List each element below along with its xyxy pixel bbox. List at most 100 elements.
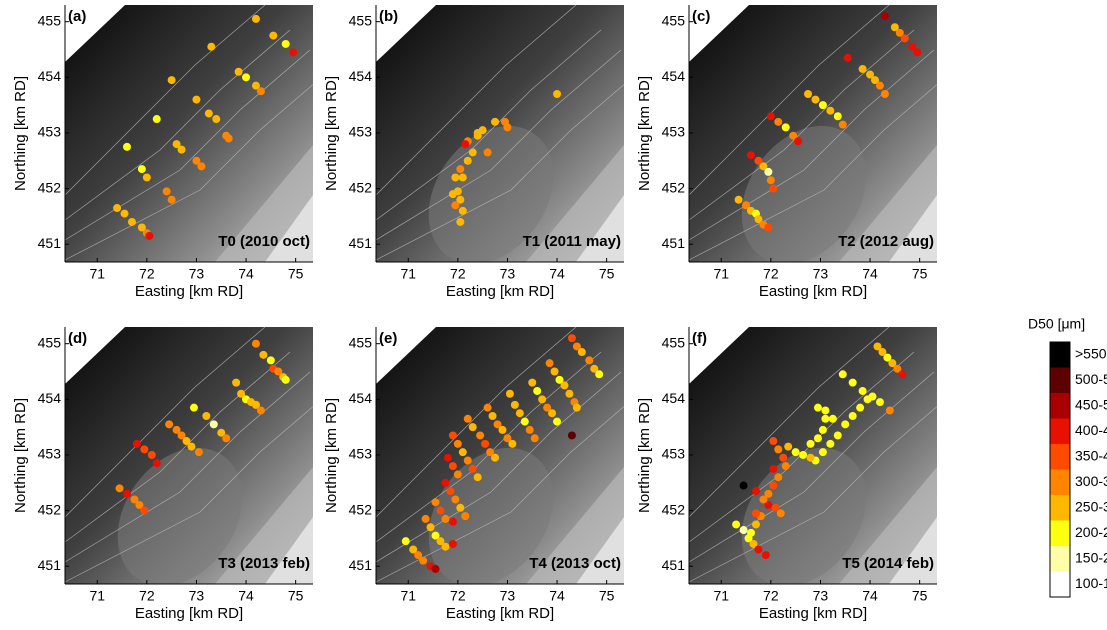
sample-point [856,403,865,412]
x-tick-label: 74 [862,588,878,604]
x-tick-label: 72 [139,266,155,282]
x-tick-label: 72 [763,588,779,604]
x-tick-label: 71 [400,588,416,604]
sample-point [443,453,452,462]
sample-point [132,439,141,448]
sample-point [192,156,201,165]
panel-letter: (e) [379,330,397,347]
colorbar-label: 500-550 [1075,371,1107,387]
sample-point [895,28,904,37]
y-tick-label: 455 [662,12,686,28]
sample-point [732,520,741,529]
sample-point [585,356,594,365]
colorbar-label: >550 [1075,345,1107,361]
sample-point [130,495,139,504]
contour [376,49,622,241]
panel: 71 72 73 74 75 451 452 453 454 455 Easting [km RD]… [636,327,937,622]
y-tick-label: 454 [38,390,62,406]
sample-point [167,76,176,85]
x-tick-label: 73 [813,266,829,282]
sample-point [461,140,470,149]
y-axis-label: Northing [km RD] [636,76,653,191]
sample-point [468,148,477,157]
sample-point [784,442,793,451]
x-tick-label: 74 [862,266,878,282]
colorbar-swatch [1050,495,1070,521]
y-tick-label: 455 [38,334,62,350]
x-tick-label: 71 [89,588,105,604]
x-tick-label: 75 [912,266,928,282]
sample-point [152,115,161,124]
y-tick-label: 451 [38,557,62,573]
sample-point [414,551,423,560]
sample-point [833,431,842,440]
sample-point [776,509,785,518]
x-tick-label: 73 [813,588,829,604]
sample-point [503,434,512,443]
y-tick-label: 453 [662,446,686,462]
sample-point [538,395,547,404]
sample-point [875,398,884,407]
sample-point [510,400,519,409]
colorbar-swatch [1050,520,1070,546]
y-tick-label: 452 [349,501,373,517]
y-axis-label: Northing [km RD] [323,398,340,513]
panel-title: T5 (2014 feb) [842,555,934,572]
sample-point [751,520,760,529]
y-tick-label: 453 [662,124,686,140]
sample-point [572,342,581,351]
sample-point [781,462,790,471]
sample-point [565,389,574,398]
sample-point [530,434,539,443]
sample-point [431,531,440,540]
sand-engine [741,125,867,262]
contour [376,5,577,196]
colorbar-swatch [1050,546,1070,572]
sample-point [209,420,218,429]
y-tick-label: 453 [38,446,62,462]
sample-point [764,489,773,498]
sample-point [451,201,460,210]
sample-point [426,523,435,532]
sample-point [461,512,470,521]
panel-letter: (f) [692,330,707,347]
sample-point [202,412,211,421]
sample-point [419,556,428,565]
sample-point [818,101,827,110]
sample-point [769,184,778,193]
y-tick-label: 454 [38,68,62,84]
x-tick-label: 71 [713,266,729,282]
sample-point [167,195,176,204]
sample-point [147,450,156,459]
y-tick-label: 454 [662,390,686,406]
sample-point [754,215,763,224]
sample-point [207,42,216,51]
sample-point [281,375,290,384]
sample-point [505,389,514,398]
map-background [689,5,937,262]
contour [689,327,890,518]
sample-point [821,414,830,423]
x-tick-label: 73 [189,588,205,604]
y-tick-label: 455 [662,334,686,350]
sample-point [453,470,462,479]
sample-point [463,456,472,465]
sample-point [189,403,198,412]
map-background [376,5,624,262]
sample-point [841,420,850,429]
sample-point [525,425,534,434]
land-mask [689,327,749,384]
sample-point [774,445,783,454]
panel-letter: (d) [68,330,87,347]
sample-point [751,487,760,496]
colorbar-label: 150-200 [1075,549,1107,565]
sample-point [194,448,203,457]
sample-point [764,167,773,176]
sample-point [533,386,542,395]
sample-point [555,375,564,384]
contour [689,5,890,196]
y-axis-label: Northing [km RD] [12,398,29,513]
sample-point [833,112,842,121]
sample-point [113,204,122,213]
sample-point [463,414,472,423]
